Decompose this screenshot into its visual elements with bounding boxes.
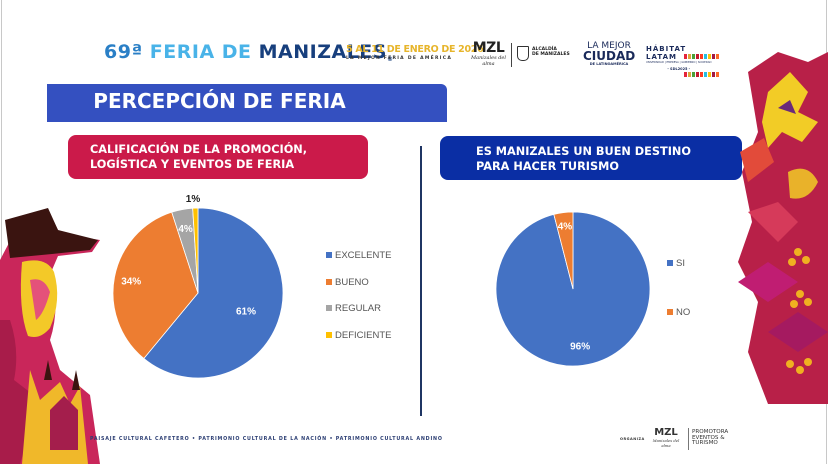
habitat-color-bar (707, 72, 712, 77)
habitat-color-bar (687, 54, 692, 59)
coffee-flowers-illustration (738, 52, 828, 404)
pie-slice-excelente (143, 207, 284, 379)
promotora-line-1: PROMOTORA (692, 429, 729, 435)
pie-slice-deficiente (192, 207, 199, 294)
habitat-line-1: HÁBITAT (646, 45, 687, 53)
habitat-line-3: UNIVERSIDAD | EMPRESA | GOBIERNO | SOCIE… (646, 61, 712, 64)
right-heading-line-1: ES MANIZALES UN BUEN DESTINO (476, 145, 691, 158)
promotora-line-2: EVENTOS & (692, 434, 725, 441)
legend-swatch (326, 305, 332, 311)
right-chart-heading: ES MANIZALES UN BUEN DESTINO PARA HACER … (440, 136, 742, 180)
mejor-ciudad-logo: LA MEJOR CIUDAD DE LATINOAMÉRICA (583, 42, 635, 67)
left-heading-line-2: LOGÍSTICA Y EVENTOS DE FERIA (90, 158, 295, 171)
brand-edition: 69ª (104, 41, 143, 63)
footer-mzl-text: MZL (654, 427, 678, 438)
legend-swatch (326, 278, 332, 285)
habitat-color-bar (687, 72, 692, 77)
habitat-color-bar (684, 72, 688, 77)
legend-label: DEFICIENTE (335, 329, 392, 341)
habitat-line-4: - SDL2025 - (667, 67, 691, 71)
habitat-color-bar (711, 54, 716, 59)
habitat-color-bar (707, 54, 712, 59)
alcaldia-line-1: ALCALDÍA (532, 47, 557, 52)
alcaldia-logo: ALCALDÍA DE MANIZALES (532, 47, 570, 57)
brand-registered: ® (386, 56, 394, 63)
pie-label-deficiente: 1% (186, 194, 201, 205)
legend-label: NO (676, 307, 691, 318)
footer-mzl-logo: MZL Manizales del alma (648, 427, 684, 449)
habitat-color-bar (699, 72, 704, 77)
mejor-line-1: LA MEJOR (587, 41, 631, 51)
pie-slice-si (495, 211, 651, 367)
habitat-color-bar (691, 54, 696, 59)
legend-label: BUENO (335, 276, 369, 288)
habitat-color-bar (699, 54, 704, 59)
page-title: PERCEPCIÓN DE FERIA (93, 89, 346, 113)
pie-label-no: 4% (558, 222, 573, 233)
habitat-latam-logo: HÁBITAT LATAM UNIVERSIDAD | EMPRESA | GO… (646, 45, 712, 73)
mzl-logo-subtitle: Manizales del alma (470, 55, 506, 67)
feria-dates: 5 AL 11 DE ENERO DE 2026 (346, 44, 484, 55)
left-heading-line-1: CALIFICACIÓN DE LA PROMOCIÓN, (90, 143, 308, 156)
right-heading-line-2: PARA HACER TURISMO (476, 160, 619, 173)
feria-tagline: LA MEJOR FERIA DE AMÉRICA (346, 56, 453, 61)
habitat-line-2: LATAM (646, 53, 677, 61)
pie-slice-regular (171, 207, 199, 294)
pie-slice-bueno (112, 211, 199, 360)
habitat-color-bar (703, 54, 708, 59)
legend-item-bueno: BUENO (326, 277, 369, 288)
feria-brand-logo: 69ª FERIA DE MANIZALES® (104, 41, 393, 63)
logo-separator (511, 43, 512, 67)
brand-feria: FERIA DE (149, 41, 252, 63)
legend-label: REGULAR (335, 303, 381, 314)
pie-slice-no (553, 211, 574, 290)
pie-label-si: 96% (570, 342, 590, 353)
legend-item-no: NO (667, 307, 690, 318)
section-divider (420, 146, 422, 416)
legend-swatch (326, 252, 332, 258)
legend-label: SI (676, 258, 685, 269)
woman-cathedral-illustration (0, 208, 100, 464)
legend-swatch (326, 331, 332, 338)
mzl-logo-text: MZL (472, 40, 505, 56)
habitat-color-bar (711, 72, 716, 77)
page-title-bar: PERCEPCIÓN DE FERIA (47, 84, 447, 122)
left-chart-heading: CALIFICACIÓN DE LA PROMOCIÓN, LOGÍSTICA … (68, 135, 368, 179)
habitat-color-bar (715, 54, 720, 59)
legend-swatch (667, 260, 673, 266)
mzl-logo: MZL Manizales del alma (466, 40, 511, 67)
frame-border-left (1, 0, 2, 464)
legend-item-excelente: EXCELENTE (326, 250, 392, 261)
habitat-color-bar (695, 54, 700, 59)
footer-organiza: ORGANIZA (620, 437, 645, 441)
legend-item-regular: REGULAR (326, 303, 381, 314)
habitat-color-bar (695, 72, 700, 77)
legend-item-deficiente: DEFICIENTE (326, 330, 391, 341)
pie-label-excelente: 61% (236, 306, 256, 317)
legend-item-si: SI (667, 258, 685, 269)
promotora-logo: PROMOTORA EVENTOS & TURISMO (692, 429, 729, 447)
brand-city: MANIZALES (258, 41, 387, 63)
habitat-color-bar (691, 72, 696, 77)
promotora-line-3: TURISMO (692, 440, 718, 447)
legend-label: EXCELENTE (335, 250, 392, 261)
shield-icon (517, 46, 529, 61)
mejor-line-2: CIUDAD (583, 49, 636, 63)
footer-heritage-text: PAISAJE CULTURAL CAFETERO • PATRIMONIO C… (90, 437, 443, 442)
footer-mzl-subtitle: Manizales del alma (652, 438, 680, 448)
mejor-line-3: DE LATINOAMÉRICA (589, 62, 629, 66)
legend-swatch (667, 309, 673, 315)
habitat-color-bar (684, 54, 688, 59)
alcaldia-line-2: DE MANIZALES (532, 52, 570, 57)
habitat-color-bar (715, 72, 720, 77)
footer-separator (688, 428, 689, 450)
pie-label-bueno: 34% (121, 276, 141, 287)
pie-label-regular: 4% (178, 224, 193, 235)
habitat-color-bar (703, 72, 708, 77)
habitat-color-bars (684, 46, 720, 82)
